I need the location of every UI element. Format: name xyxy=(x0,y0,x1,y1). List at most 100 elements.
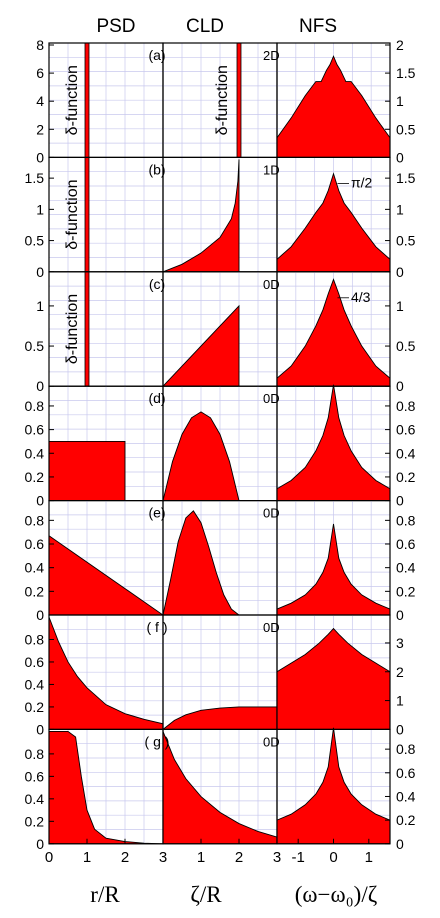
area-curve xyxy=(162,159,240,273)
y-tick-label: 1 xyxy=(36,298,44,314)
y-tick-label: 0.8 xyxy=(25,631,45,647)
x-tick-label: -1 xyxy=(292,849,305,866)
y-tick-label: 1.5 xyxy=(396,170,416,186)
panel-psd: δ-function 0 0.5 1 1.5 xyxy=(25,156,164,280)
xlabel-nfs: (ω−ω₀)/ζ xyxy=(295,882,378,907)
x-tick-label: 3 xyxy=(159,849,167,866)
panel-cld xyxy=(161,271,278,387)
y-tick-label: 0 xyxy=(36,264,44,280)
y-tick-label: 0.6 xyxy=(25,654,45,670)
panel-psd: δ-function 0 2 4 6 8 xyxy=(36,37,164,165)
panel-row: 0 0.2 0.4 0.6 0.8 0D 0 0.2 0.4 0.6 0.8 (e) xyxy=(25,500,416,623)
y-tick-label: 0.2 xyxy=(25,583,45,599)
dimension-label: 1D xyxy=(263,162,280,177)
y-tick-label: 0 xyxy=(36,493,44,509)
area-curve xyxy=(161,706,278,730)
panel-nfs: 0D 0 0.2 0.4 0.6 0.8 xyxy=(263,500,416,623)
x-tick-label: 2 xyxy=(121,849,129,866)
y-tick-label: 0.8 xyxy=(396,512,416,528)
panel-row: δ-function 0 0.5 1 1.5 π/2 1D 0 0.5 1 1.5 (b) xyxy=(25,156,416,280)
y-tick-label: 0.6 xyxy=(396,422,416,438)
y-tick-label: 0.2 xyxy=(25,469,45,485)
y-tick-label: 0.4 xyxy=(25,445,45,461)
panel-psd: δ-function 0 0.5 1 xyxy=(25,271,164,394)
y-tick-label: 4 xyxy=(36,93,44,109)
y-tick-label: 0.6 xyxy=(396,765,416,781)
y-tick-label: 0.5 xyxy=(396,233,416,249)
x-tick-label: 0 xyxy=(45,849,53,866)
panel-cld: 1 2 3 xyxy=(162,728,281,866)
dimension-label: 0D xyxy=(263,506,280,521)
y-tick-label: 0 xyxy=(396,378,404,394)
y-tick-label: 0.2 xyxy=(396,583,416,599)
area-curve xyxy=(162,411,240,502)
panel-row: 0 0.2 0.4 0.6 0.8 0D 0 0.2 0.4 0.6 0.8 (d) xyxy=(25,384,416,509)
y-tick-label: 0.4 xyxy=(25,791,45,807)
x-tick-label: 3 xyxy=(273,849,281,866)
panels-group: δ-function02468δ-function2D00.511.52(a)δ… xyxy=(25,37,416,866)
y-tick-label: 0 xyxy=(396,493,404,509)
panel-psd: 0 0.2 0.4 0.6 0.8 0 1 2 3 xyxy=(25,728,167,866)
panel-nfs: 4/3 0D 0 0.5 1 xyxy=(263,271,416,394)
y-tick-label: 0 xyxy=(36,607,44,623)
panel-psd: 0 0.2 0.4 0.6 0.8 xyxy=(25,500,165,623)
panel-row: δ-function 0 2 4 6 8 δ-function 2D 0 0.5 1 1.5 2 (a) xyxy=(36,37,415,165)
y-tick-label: 0.4 xyxy=(396,560,416,576)
panel-psd: 0 0.2 0.4 0.6 0.8 xyxy=(25,614,164,737)
y-tick-label: 0 xyxy=(396,721,404,737)
y-tick-label: 0 xyxy=(396,607,404,623)
row-label: (e) xyxy=(148,505,165,521)
delta-spike xyxy=(236,42,242,158)
y-tick-label: 0 xyxy=(36,149,44,165)
panel-cld xyxy=(162,156,278,273)
area-curve xyxy=(276,727,391,845)
y-tick-label: 0.2 xyxy=(25,699,45,715)
y-tick-label: 1.5 xyxy=(25,170,45,186)
row-label: (d) xyxy=(148,390,165,406)
y-tick-label: 1 xyxy=(396,93,404,109)
x-tick-label: 0 xyxy=(329,849,337,866)
y-tick-label: 1 xyxy=(396,693,404,709)
y-tick-label: 0.8 xyxy=(25,398,45,414)
area-curve xyxy=(276,278,391,387)
y-tick-label: 0 xyxy=(36,721,44,737)
delta-spike xyxy=(84,42,90,158)
x-tick-label: 1 xyxy=(197,849,205,866)
delta-spike xyxy=(84,271,90,387)
peak-label: 4/3 xyxy=(351,289,371,305)
header-cld: CLD xyxy=(186,16,224,37)
xlabel-psd: r/R xyxy=(90,882,120,907)
x-tick-label: 2 xyxy=(235,849,243,866)
panel-nfs: 0D 0 0.2 0.4 0.6 0.8 xyxy=(263,384,416,509)
y-tick-label: 0.6 xyxy=(25,536,45,552)
y-tick-label: 0.4 xyxy=(396,788,416,804)
x-tick-label: 1 xyxy=(365,849,373,866)
area-curve xyxy=(276,172,391,273)
area-curve xyxy=(276,627,391,730)
panel-row: 0 0.2 0.4 0.6 0.8 0 1 2 3 1 2 3 0D 0 0.2 0.4 0.6 0.8 -1 0 1 (… xyxy=(25,727,416,866)
y-tick-label: 0.8 xyxy=(396,398,416,414)
panel-cld: δ-function xyxy=(162,42,278,159)
y-tick-label: 0.6 xyxy=(25,768,45,784)
xlabel-cld: ζ/R xyxy=(190,882,222,907)
panel-nfs: 0D 0 0.2 0.4 0.6 0.8 -1 0 1 xyxy=(263,727,416,866)
area-curve xyxy=(276,384,391,502)
y-tick-label: 0.8 xyxy=(25,512,45,528)
header-nfs: NFS xyxy=(299,16,337,37)
y-tick-label: 2 xyxy=(36,121,44,137)
y-tick-label: 0 xyxy=(396,149,404,165)
y-tick-label: 1 xyxy=(396,201,404,217)
row-label: (b) xyxy=(148,161,165,177)
dimension-label: 0D xyxy=(263,391,280,406)
y-tick-label: 0.6 xyxy=(25,422,45,438)
y-tick-label: 0.2 xyxy=(25,813,45,829)
panel-nfs: π/2 1D 0 0.5 1 1.5 xyxy=(263,156,416,280)
dimension-label: 2D xyxy=(263,48,280,63)
y-tick-label: 0.2 xyxy=(396,812,416,828)
y-tick-label: 0.6 xyxy=(396,536,416,552)
panel-psd: 0 0.2 0.4 0.6 0.8 xyxy=(25,385,164,509)
header-psd: PSD xyxy=(96,16,135,37)
y-tick-label: 0.5 xyxy=(25,233,45,249)
peak-label: π/2 xyxy=(351,174,373,190)
